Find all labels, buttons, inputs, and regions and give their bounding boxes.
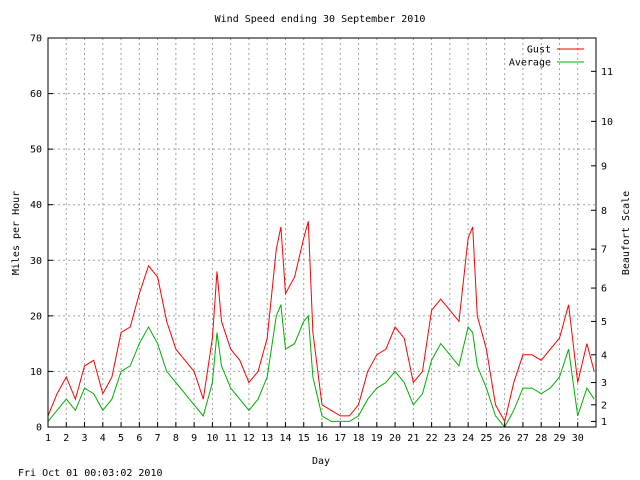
x-tick-label: 30	[572, 433, 584, 444]
y2-tick-label: 9	[601, 161, 607, 172]
x-tick-label: 12	[243, 433, 255, 444]
y-tick-label: 60	[30, 89, 42, 100]
x-tick-label: 15	[298, 433, 310, 444]
legend-label-gust: Gust	[527, 45, 551, 56]
x-tick-label: 3	[82, 433, 88, 444]
y-tick-label: 70	[30, 34, 42, 45]
x-axis: 1 2 3 4 5 6 7 8 9 10 11 12 13 14 15 16 17 18 19 20 21 22 23 24 2…	[45, 422, 584, 444]
y2-tick-label: 4	[601, 350, 607, 361]
x-tick-label: 9	[191, 433, 197, 444]
y2-tick-label: 6	[601, 284, 607, 295]
chart-title: Wind Speed ending 30 September 2010	[215, 14, 426, 25]
x-tick-label: 25	[480, 433, 492, 444]
y-axis: 0 10 20 30 40 50 60 70	[30, 34, 53, 434]
x-tick-label: 8	[173, 433, 179, 444]
x-tick-label: 26	[499, 433, 511, 444]
y2-axis: 1 2 3 4 5 6 7 8 9 10 11	[591, 67, 613, 428]
series-lines	[47, 221, 595, 428]
x-tick-label: 14	[279, 433, 291, 444]
x-axis-label: Day	[312, 456, 330, 467]
y2-tick-label: 3	[601, 378, 607, 389]
x-tick-label: 10	[206, 433, 218, 444]
x-tick-label: 23	[444, 433, 456, 444]
x-tick-label: 21	[407, 433, 419, 444]
footer-timestamp: Fri Oct 01 00:03:02 2010	[18, 468, 163, 479]
x-tick-label: 5	[118, 433, 124, 444]
y2-tick-label: 11	[601, 67, 613, 78]
x-tick-label: 13	[261, 433, 273, 444]
grid	[48, 38, 596, 427]
y-axis-label: Miles per Hour	[11, 191, 22, 275]
x-tick-label: 22	[426, 433, 438, 444]
y2-tick-label: 1	[601, 417, 607, 428]
y-tick-label: 20	[30, 311, 42, 322]
y-tick-label: 0	[36, 423, 42, 434]
y2-tick-label: 7	[601, 245, 607, 256]
y-tick-label: 10	[30, 367, 42, 378]
series-line-average	[47, 304, 595, 428]
y2-axis-label: Beaufort Scale	[621, 191, 632, 275]
x-tick-label: 4	[100, 433, 106, 444]
x-tick-label: 24	[462, 433, 474, 444]
x-tick-label: 17	[334, 433, 346, 444]
y-tick-label: 50	[30, 145, 42, 156]
y-tick-label: 40	[30, 200, 42, 211]
x-tick-label: 16	[316, 433, 328, 444]
x-tick-label: 18	[353, 433, 365, 444]
y-tick-label: 30	[30, 256, 42, 267]
series-line-gust	[47, 221, 595, 423]
x-tick-label: 27	[517, 433, 529, 444]
y2-tick-label: 5	[601, 317, 607, 328]
x-tick-label: 20	[389, 433, 401, 444]
x-tick-label: 6	[136, 433, 142, 444]
y2-tick-label: 2	[601, 400, 607, 411]
x-tick-label: 28	[535, 433, 547, 444]
y2-tick-label: 10	[601, 117, 613, 128]
legend-label-average: Average	[509, 58, 551, 69]
x-tick-label: 11	[225, 433, 237, 444]
y2-tick-label: 8	[601, 206, 607, 217]
x-tick-label: 19	[371, 433, 383, 444]
x-tick-label: 7	[155, 433, 161, 444]
x-tick-label: 1	[45, 433, 51, 444]
legend: Gust Average	[509, 45, 584, 69]
x-tick-label: 2	[63, 433, 69, 444]
x-tick-label: 29	[553, 433, 565, 444]
